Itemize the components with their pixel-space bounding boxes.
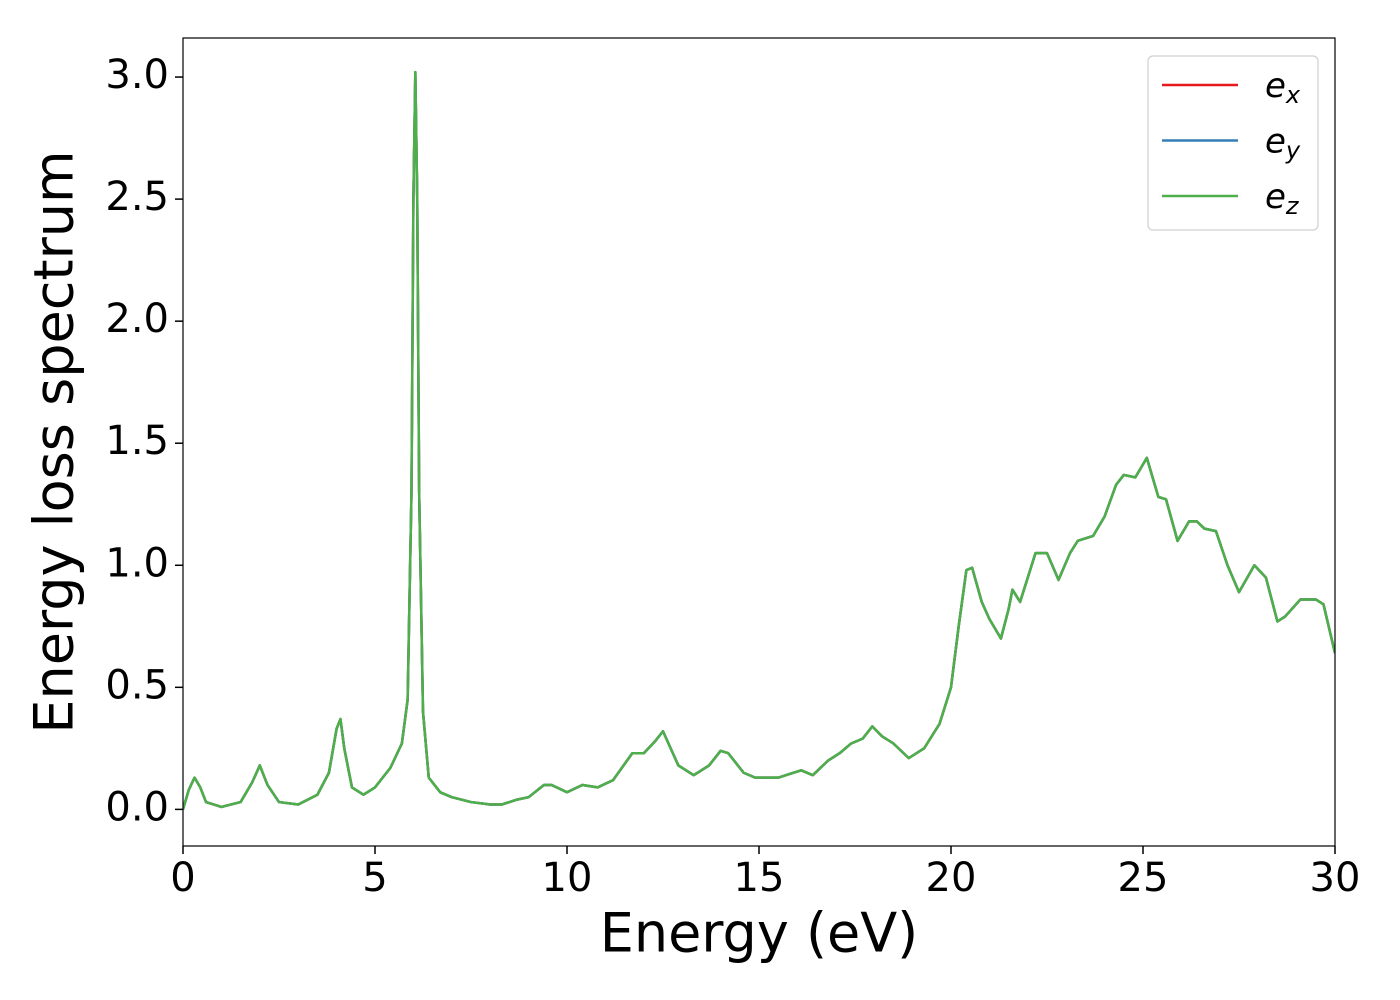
- legend-label: ex: [1265, 66, 1301, 110]
- x-tick-label: 15: [734, 855, 785, 901]
- y-tick-label: 1.5: [105, 418, 169, 464]
- x-tick-label: 30: [1310, 855, 1361, 901]
- y-tick-label: 1.0: [105, 540, 169, 586]
- y-tick-label: 2.5: [105, 174, 169, 220]
- legend-label: ez: [1265, 177, 1300, 221]
- x-tick-label: 5: [362, 855, 387, 901]
- x-tick-label: 0: [170, 855, 195, 901]
- y-tick-label: 2.0: [105, 296, 169, 342]
- x-tick-label: 20: [926, 855, 977, 901]
- y-tick-label: 0.5: [105, 662, 169, 708]
- y-tick-label: 3.0: [105, 52, 169, 98]
- legend-label: ey: [1265, 121, 1301, 165]
- plot-area: [183, 70, 1335, 810]
- x-tick-label: 25: [1118, 855, 1169, 901]
- y-axis-label: Energy loss spectrum: [23, 150, 86, 733]
- x-axis-label: Energy (eV): [600, 902, 919, 965]
- legend-box: [1147, 55, 1319, 231]
- line-series: [183, 70, 1335, 810]
- x-tick-label: 10: [542, 855, 593, 901]
- y-tick-label: 0.0: [105, 784, 169, 830]
- plot-frame: [182, 37, 1336, 847]
